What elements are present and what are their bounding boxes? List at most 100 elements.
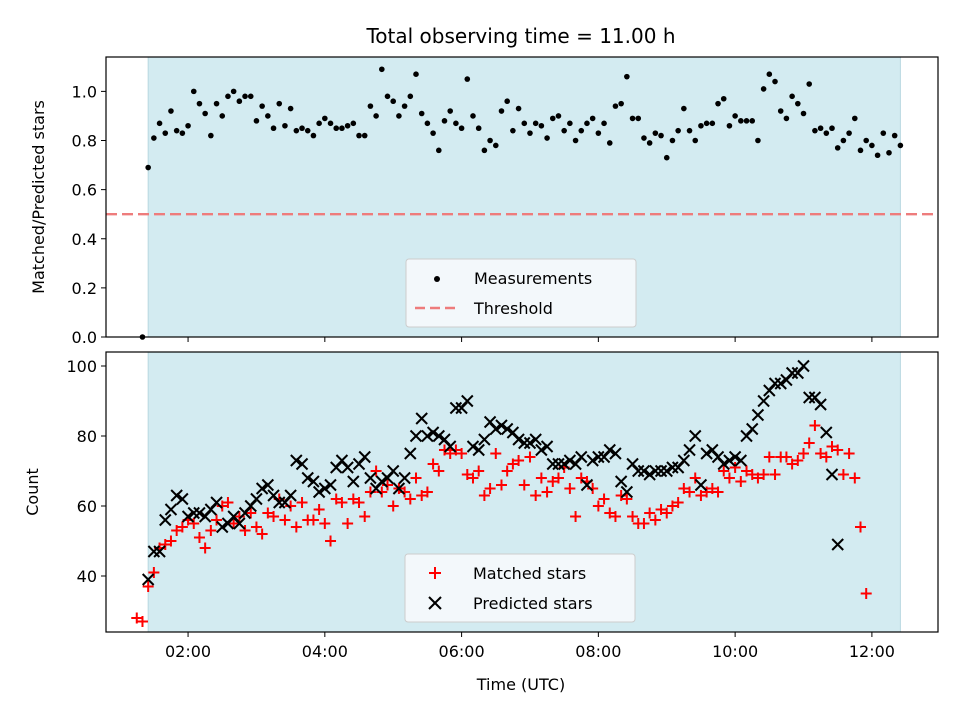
measurement-point [447,108,453,114]
predicted-star-point [153,545,166,558]
measurement-point [874,152,881,159]
measurement-point [196,100,203,107]
measurement-point [173,127,180,134]
measurement-point [247,93,254,100]
predicted-star-point [603,443,616,457]
predicted-star-point [632,464,645,478]
predicted-star-point [324,478,337,492]
predicted-star-point [580,478,594,492]
predicted-star-point [461,394,474,408]
matched-star-point [131,612,143,624]
predicted-star-point [700,447,713,460]
matched-star-point [638,518,650,529]
matched-star-point [199,542,211,554]
matched-star-point [644,507,656,519]
matched-star-point [706,483,718,494]
matched-star-point [729,462,741,473]
matched-star-point [262,507,274,519]
matched-star-point [826,441,838,452]
predicted-star-point [284,489,297,502]
measurement-point [481,147,488,154]
predicted-star-point [216,520,229,534]
matched-star-point [615,490,627,501]
predicted-star-point [746,422,759,436]
predicted-star-point [734,454,748,467]
matched-star-point [786,458,798,470]
predicted-star-point [290,454,303,467]
measurement-point [658,132,664,139]
top-y-ticks: 0.0 0.2 0.4 0.6 0.8 1.0 [72,82,106,347]
predicted-star-point [398,471,411,485]
y-tick-label: 0.8 [72,132,97,151]
matched-star-point [598,493,610,505]
measurement-point [726,122,733,129]
measurement-point [863,137,869,144]
predicted-star-point [187,506,200,520]
matched-star-point [285,500,297,512]
predicted-star-point [415,412,428,425]
bottom-legend-box [404,553,636,623]
matched-star-point [507,458,519,470]
matched-star-point [741,465,753,477]
measurement-point [857,147,864,154]
matched-star-point [211,514,223,526]
predicted-star-point [723,454,736,467]
matched-star-point [359,511,371,522]
predicted-star-point [552,457,565,471]
bottom-y-axis-label: Count [23,468,42,516]
measurement-point [339,125,345,132]
matched-star-point [746,469,758,480]
measurement-point [287,105,294,112]
predicted-star-point [797,359,810,373]
predicted-star-point [318,482,332,495]
matched-star-point [837,469,849,480]
measurement-point [612,103,619,109]
measurement-point [179,130,186,136]
measurement-point [253,118,260,124]
predicted-star-point [529,433,542,446]
matched-points [131,420,872,627]
x-tick-label: 04:00 [302,642,348,661]
top-points [139,66,904,340]
predicted-star-point [341,461,354,474]
top-x-ticks [187,337,873,342]
matched-star-point [325,535,337,547]
matched-star-point [433,465,445,477]
measurement-point [686,127,693,134]
y-tick-label: 40 [77,567,97,586]
predicted-star-point [478,433,491,446]
matched-star-point [313,504,325,515]
matched-star-point [421,486,433,498]
measurement-point [709,120,716,127]
measurement-point [310,132,317,139]
predicted-star-point [785,366,799,380]
measurement-point [145,164,151,171]
measurement-point [453,120,459,127]
matched-star-point [655,504,667,515]
matched-star-point [159,539,171,550]
predicted-star-point [689,429,702,443]
y-tick-label: 0.4 [72,230,97,249]
x-tick-label: 12:00 [849,642,895,661]
predicted-star-point [609,447,622,460]
predicted-star-point [432,429,446,443]
measurement-point [834,145,841,151]
measurement-point [356,132,362,139]
measurement-point [561,127,567,134]
predicted-star-point [409,429,423,443]
predicted-star-point [404,447,417,460]
measurement-point [504,98,510,105]
measurement-point [396,113,402,119]
measurement-point [652,130,659,136]
predicted-star-point [768,377,782,390]
measurement-point [595,130,602,136]
legend-predicted-marker [428,596,442,610]
matched-star-point [171,525,183,536]
predicted-star-point [233,517,246,530]
matched-star-point [587,483,599,494]
predicted-star-point [757,394,770,408]
predicted-star-point [170,489,183,502]
top-plot-frame [105,56,939,338]
predicted-star-point [694,478,708,492]
